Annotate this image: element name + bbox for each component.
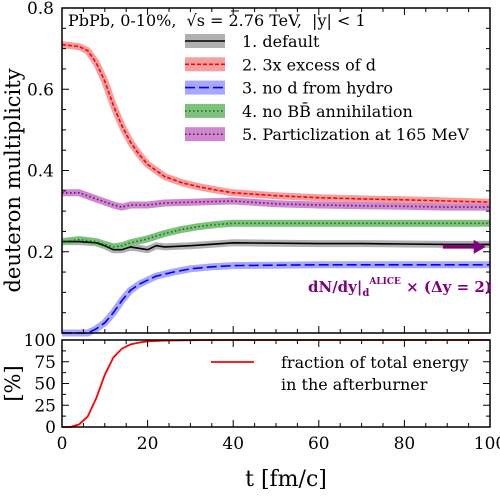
legend: 1. default 2. 3x excess of d 3. no d from … (185, 32, 469, 144)
series-2-line (61, 43, 491, 203)
bottom-legend: fraction of total energy in the afterburn… (211, 353, 469, 394)
x-tick-label: 0 (57, 434, 68, 454)
alice-label-sub: d (362, 288, 369, 299)
x-tick-labels: 0 20 40 60 80 100 (57, 434, 500, 454)
alice-label-sup: ALICE (368, 277, 401, 287)
y-tick-label: 0.4 (27, 162, 54, 182)
legend-entry-label: 2. 3x excess of d (242, 55, 376, 74)
series-1-line (62, 240, 490, 251)
y-tick-label: 25 (34, 396, 56, 416)
top-series-lines (61, 43, 491, 334)
y-tick-label: 0.2 (27, 243, 54, 263)
legend-entry-label: 5. Particlization at 165 MeV (242, 125, 469, 144)
header-system: PbPb, 0-10%, (68, 11, 176, 30)
alice-reference-marker (442, 239, 486, 254)
series-3-line (62, 263, 490, 334)
y-tick-label: 50 (34, 375, 56, 395)
alice-label-main: dN/dy| (308, 278, 362, 296)
header-energy: √s = 2.76 TeV, (187, 11, 302, 30)
top-plot-frame (61, 7, 491, 334)
bottom-legend-label-line2: in the afterburner (281, 375, 428, 394)
bottom-plot-frame (61, 339, 491, 428)
x-tick-label: 80 (394, 434, 416, 454)
series-4-band (61, 219, 490, 251)
top-y-axis-label: deuteron multiplicity (1, 68, 25, 292)
top-y-tick-labels: 0.2 0.4 0.6 0.8 (27, 0, 54, 263)
alice-arrow-head (473, 239, 486, 254)
y-tick-label: 0.6 (27, 80, 54, 100)
legend-entry-label: 4. no BB̄ annihilation (242, 100, 413, 121)
bottom-legend-label: fraction of total energy (281, 353, 469, 372)
y-tick-label: 100 (24, 331, 56, 351)
y-tick-label: 0.8 (27, 0, 54, 19)
header-rapidity: |y| < 1 (312, 11, 366, 30)
x-axis-label: t [fm/c] (245, 467, 327, 492)
y-tick-label: 0 (45, 418, 56, 438)
top-panel: 0.2 0.4 0.6 0.8 deuteron multiplicity PbPb,… (1, 0, 492, 337)
alice-label: dN/dy|dALICE × (Δy = 2) (308, 277, 492, 299)
y-tick-label: 75 (34, 353, 56, 373)
legend-entry-label: 1. default (242, 32, 320, 51)
x-tick-label: 60 (308, 434, 330, 454)
x-tick-label: 100 (474, 434, 500, 454)
x-tick-label: 20 (137, 434, 159, 454)
chart-header: PbPb, 0-10%, √s = 2.76 TeV, |y| < 1 (68, 11, 366, 30)
series-5-line (62, 192, 490, 208)
legend-entry-label: 3. no d from hydro (242, 79, 393, 98)
bottom-y-axis-label: [%] (1, 365, 25, 401)
series-3-band (62, 261, 490, 337)
x-tick-label: 40 (222, 434, 244, 454)
alice-label-tail: × (Δy = 2) (401, 278, 492, 296)
